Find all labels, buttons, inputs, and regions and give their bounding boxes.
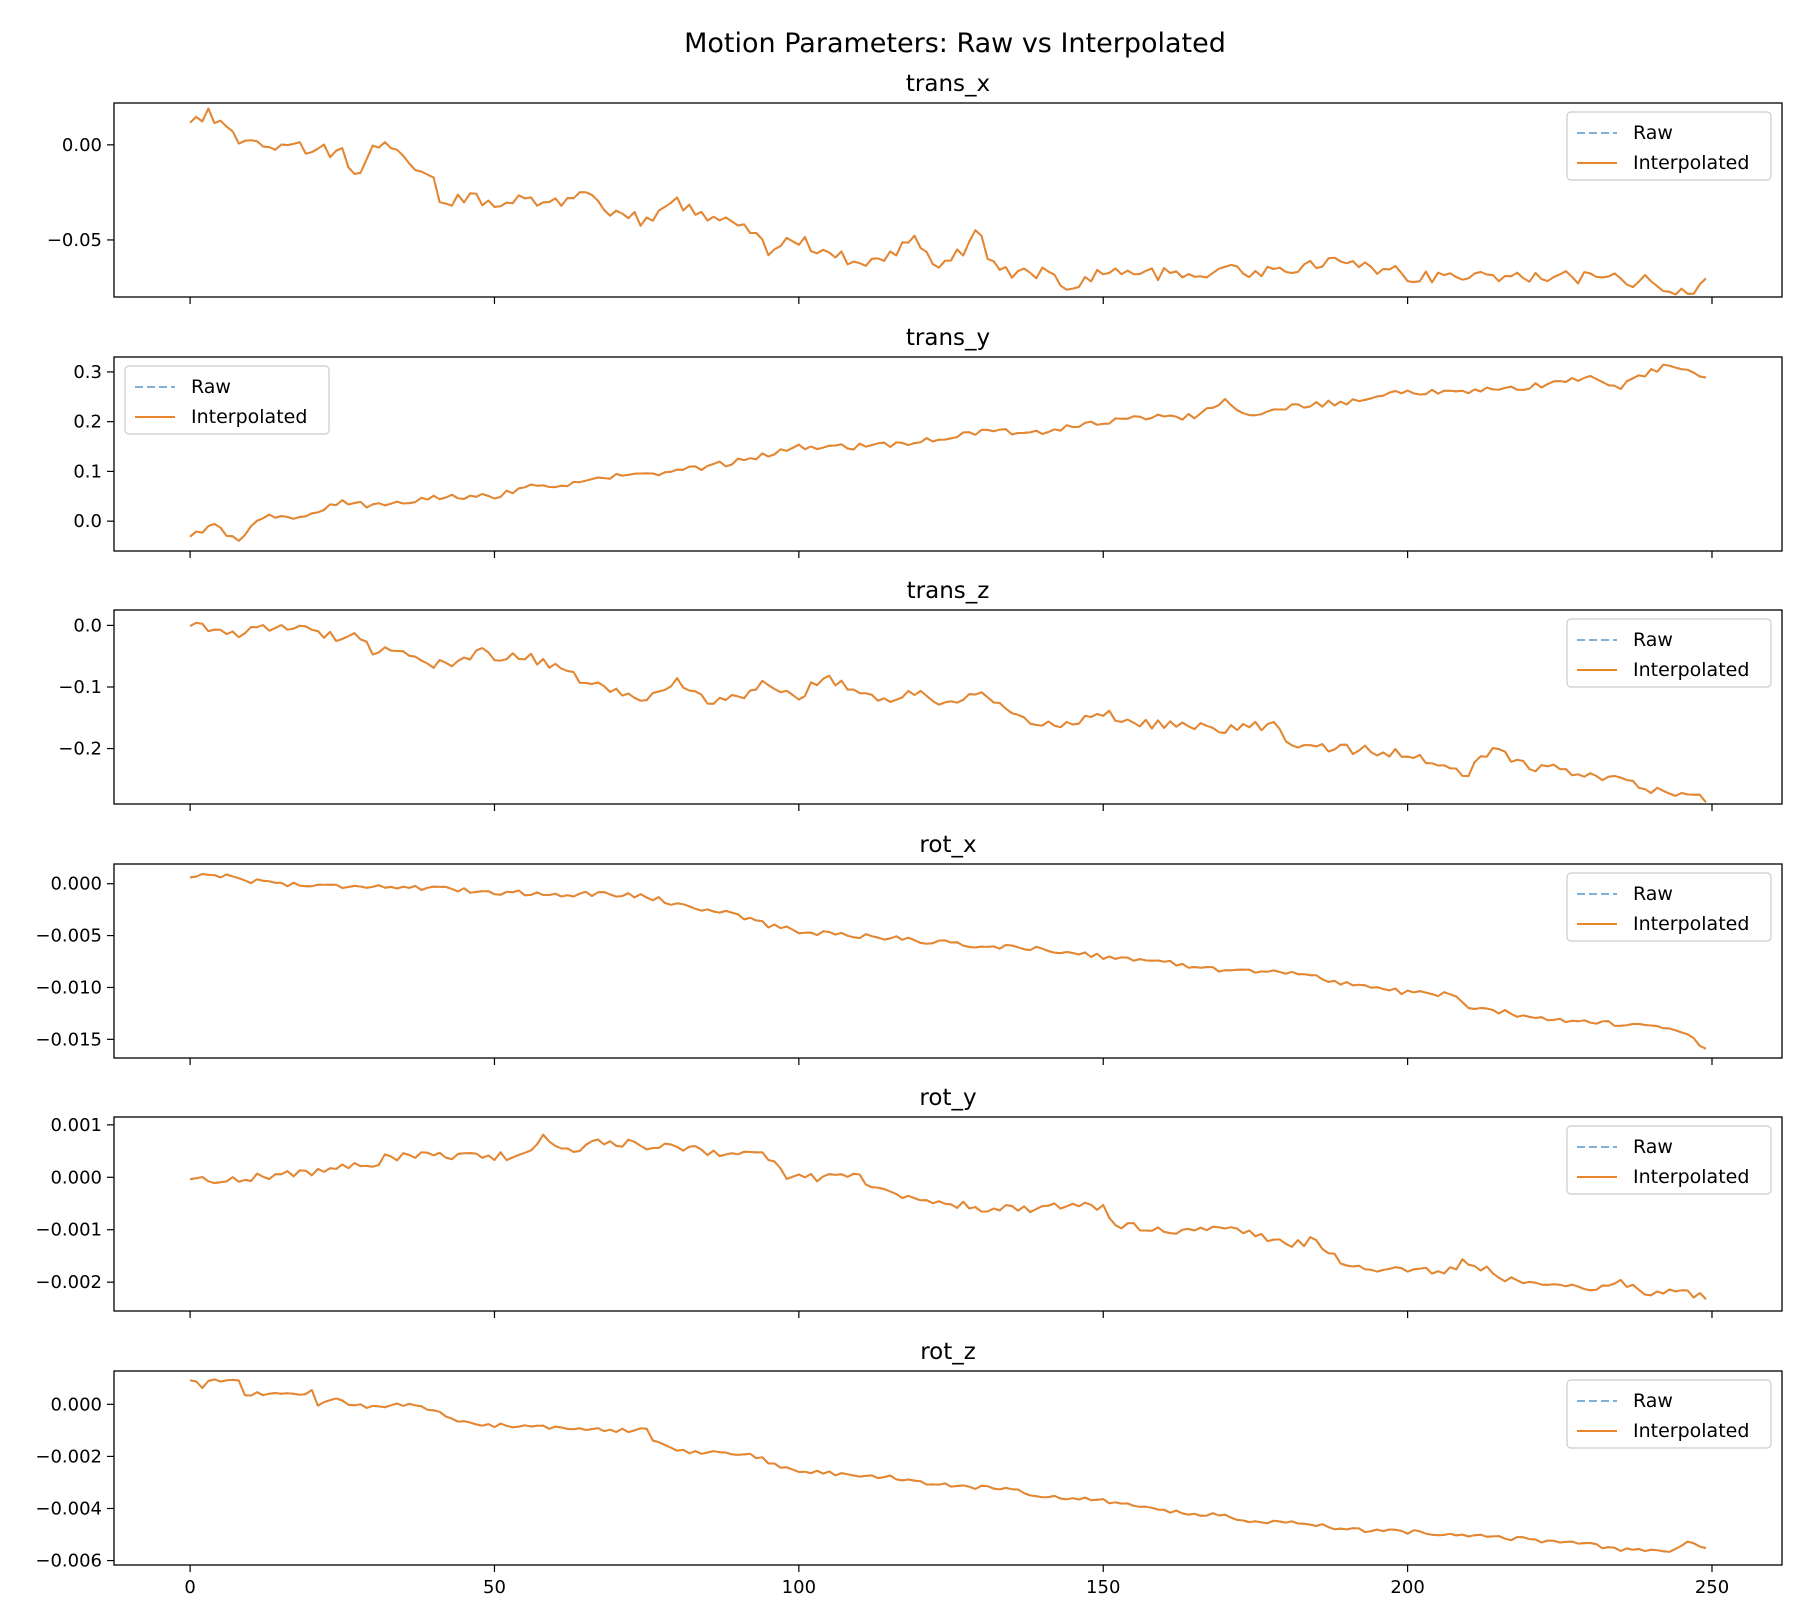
axes-frame (113, 1370, 1783, 1566)
series-line-interpolated (189, 107, 1707, 296)
legend-box (1566, 1379, 1772, 1449)
legend-interpolated-label: Interpolated (1633, 1420, 1749, 1442)
legend-box (1566, 872, 1772, 942)
axes-frame (113, 1116, 1783, 1312)
y-tick-label: 0.000 (50, 1167, 102, 1188)
series-line-raw (189, 1133, 1707, 1300)
subplot-title: rot_x (919, 832, 976, 858)
axes-frame (113, 102, 1783, 298)
series-line-raw (189, 107, 1707, 296)
axes-frame (113, 609, 1783, 805)
legend: Raw Interpolated (1566, 872, 1772, 942)
x-tick-label: 50 (483, 1577, 506, 1598)
legend-raw-label: Raw (1633, 1390, 1673, 1412)
legend-box (1566, 111, 1772, 181)
legend: Raw Interpolated (1566, 1125, 1772, 1195)
legend-interpolated-label: Interpolated (1633, 659, 1749, 681)
x-tick-label: 150 (1086, 1577, 1120, 1598)
legend-interpolated-label: Interpolated (1633, 1166, 1749, 1188)
legend: Raw Interpolated (1566, 1379, 1772, 1449)
axes-frame (113, 356, 1783, 552)
series-line-raw (189, 621, 1707, 803)
x-tick-label: 100 (782, 1577, 816, 1598)
y-tick-label: −0.05 (47, 230, 102, 251)
legend-box (124, 365, 330, 435)
legend-box (1566, 1125, 1772, 1195)
legend-raw-label: Raw (1633, 629, 1673, 651)
subplot-title: trans_z (907, 578, 990, 604)
legend-raw-label: Raw (1633, 883, 1673, 905)
y-tick-label: −0.1 (58, 677, 102, 698)
y-tick-label: −0.2 (58, 739, 102, 760)
legend-raw-label: Raw (191, 376, 231, 398)
x-tick-label: 0 (184, 1577, 195, 1598)
y-tick-label: −0.005 (35, 926, 102, 947)
y-tick-label: 0.000 (50, 1394, 102, 1415)
legend-box (1566, 618, 1772, 688)
y-tick-label: −0.001 (35, 1220, 102, 1241)
subplot-title: trans_y (906, 325, 990, 351)
y-tick-label: 0.2 (73, 412, 102, 433)
legend: Raw Interpolated (1566, 111, 1772, 181)
y-tick-label: −0.004 (35, 1498, 102, 1519)
subplot-title: rot_y (919, 1085, 976, 1111)
subplot-trans-y: trans_y 0.0 0.1 0.2 0.3 Raw Interpolated (73, 325, 1783, 558)
figure-title: Motion Parameters: Raw vs Interpolated (684, 28, 1226, 59)
subplot-rot-x: rot_x 0.000 −0.005 −0.010 −0.015 Raw Interpola… (35, 832, 1783, 1065)
y-tick-label: 0.001 (50, 1115, 102, 1136)
x-tick-label: 250 (1695, 1577, 1729, 1598)
subplot-title: rot_z (920, 1339, 976, 1365)
y-tick-label: −0.002 (35, 1446, 102, 1467)
legend-raw-label: Raw (1633, 122, 1673, 144)
subplot-rot-z: rot_z 0 50 100 150 200 250 0.000 −0.002 −0.004 −0.… (35, 1339, 1783, 1598)
legend-raw-label: Raw (1633, 1136, 1673, 1158)
legend: Raw Interpolated (124, 365, 330, 435)
series-line-interpolated (189, 1133, 1707, 1300)
subplots-container: trans_x0.00−0.05RawInterpolatedtrans_y0.… (35, 71, 1783, 1598)
subplot-trans-z: trans_z 0.0 −0.1 −0.2 Raw Interpolated (58, 578, 1783, 811)
legend: Raw Interpolated (1566, 618, 1772, 688)
y-tick-label: 0.0 (73, 511, 102, 532)
series-line-interpolated (189, 873, 1707, 1050)
legend-interpolated-label: Interpolated (1633, 152, 1749, 174)
series-line-interpolated (189, 363, 1707, 542)
y-tick-label: 0.000 (50, 874, 102, 895)
y-tick-label: 0.00 (62, 135, 102, 156)
series-line-raw (189, 873, 1707, 1050)
y-tick-label: 0.0 (73, 615, 102, 636)
y-tick-label: −0.015 (35, 1029, 102, 1050)
legend-interpolated-label: Interpolated (1633, 913, 1749, 935)
subplot-rot-y: rot_y 0.001 0.000 −0.001 −0.002 Raw Interpolat… (35, 1085, 1783, 1318)
y-tick-label: 0.1 (73, 461, 102, 482)
axes-frame (113, 863, 1783, 1059)
subplot-title: trans_x (906, 71, 990, 97)
legend-interpolated-label: Interpolated (191, 406, 307, 428)
y-tick-label: −0.002 (35, 1272, 102, 1293)
y-tick-label: −0.006 (35, 1551, 102, 1572)
x-tick-label: 200 (1390, 1577, 1424, 1598)
series-line-interpolated (189, 621, 1707, 803)
y-tick-label: 0.3 (73, 362, 102, 383)
y-tick-label: −0.010 (35, 977, 102, 998)
subplot-trans-x: trans_x 0.00 −0.05 Raw Interpolated (47, 71, 1783, 304)
series-line-interpolated (189, 1378, 1707, 1553)
